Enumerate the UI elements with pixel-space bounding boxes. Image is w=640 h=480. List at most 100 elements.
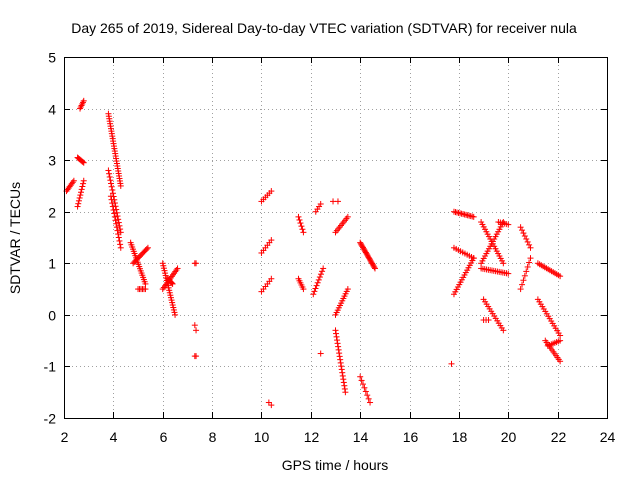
data-point [470, 255, 477, 262]
data-point [80, 177, 87, 184]
data-point [79, 158, 86, 165]
data-point [310, 291, 317, 298]
data-point [108, 180, 115, 187]
data-point [335, 343, 342, 350]
data-point [557, 358, 564, 365]
data-point [337, 356, 344, 363]
data-point [505, 221, 512, 228]
data-point [316, 274, 323, 281]
data-point [520, 230, 527, 237]
data-point [448, 360, 455, 367]
data-point [268, 402, 275, 409]
data-point [523, 235, 530, 242]
data-point [362, 388, 369, 395]
data-point [300, 286, 307, 293]
data-point [317, 271, 324, 278]
data-point [526, 241, 533, 248]
data-point [300, 229, 307, 236]
data-point [333, 333, 340, 340]
data-point [519, 281, 526, 288]
data-point [69, 179, 76, 186]
data-point [112, 217, 119, 224]
y-tick-label: 2 [48, 205, 56, 221]
data-point [109, 187, 116, 193]
data-point [268, 275, 275, 282]
data-point [110, 206, 117, 213]
data-point [191, 322, 198, 329]
y-tick-label: 0 [48, 308, 56, 324]
x-tick-label: 24 [600, 429, 616, 445]
data-point [295, 213, 302, 220]
data-point [557, 337, 564, 344]
data-point [114, 213, 121, 220]
data-point [113, 220, 120, 227]
data-point [520, 277, 527, 284]
data-point [144, 244, 151, 251]
data-point [116, 237, 123, 244]
data-point [337, 359, 344, 366]
data-point [78, 189, 85, 196]
x-tick-label: 12 [304, 429, 320, 445]
data-point [523, 268, 530, 275]
y-tick-label: 5 [48, 50, 56, 66]
data-point [341, 385, 348, 392]
data-point [360, 381, 367, 388]
data-point [105, 167, 112, 174]
y-tick-label: 4 [48, 102, 56, 118]
data-point [340, 376, 347, 383]
x-axis-label: GPS time / hours [282, 457, 389, 473]
data-point [333, 330, 340, 337]
data-point [168, 280, 175, 287]
data-point [111, 210, 118, 217]
data-point [371, 265, 378, 272]
x-axis-ticks: 2 4 6 8 10 12 14 16 18 20 22 24 [61, 57, 616, 445]
data-point [527, 244, 534, 251]
data-point [169, 280, 176, 287]
data-point [76, 194, 83, 201]
data-point [357, 373, 364, 380]
data-point [113, 209, 120, 216]
data-points [63, 97, 564, 409]
data-point [517, 224, 524, 231]
data-point [296, 216, 303, 223]
data-point [319, 268, 326, 275]
y-tick-label: 3 [48, 153, 56, 169]
data-point [115, 216, 122, 223]
data-point [338, 366, 345, 373]
data-point [312, 285, 319, 292]
x-tick-label: 18 [452, 429, 468, 445]
data-point [109, 200, 116, 207]
plot-frame [64, 57, 608, 419]
data-point [117, 182, 124, 189]
data-point [168, 279, 175, 286]
data-point [338, 363, 345, 370]
data-point [80, 159, 87, 166]
data-point [361, 384, 368, 391]
data-point [334, 337, 341, 344]
data-point [485, 317, 492, 324]
data-point [521, 272, 528, 279]
data-point [358, 377, 365, 384]
data-point [339, 369, 346, 376]
data-point [298, 223, 305, 230]
data-point [332, 327, 339, 334]
chart-title: Day 265 of 2019, Sidereal Day-to-day VTE… [71, 20, 577, 36]
data-point [116, 222, 123, 229]
x-tick-label: 10 [254, 429, 270, 445]
data-point [341, 382, 348, 389]
data-point [519, 227, 526, 234]
data-point [79, 183, 86, 190]
y-axis-label: SDTVAR / TECUs [7, 182, 23, 294]
data-point [342, 389, 349, 396]
data-point [297, 220, 304, 227]
data-point [75, 197, 82, 204]
data-point [106, 170, 113, 177]
data-point [108, 183, 115, 190]
data-point [115, 231, 122, 238]
data-point [193, 260, 200, 267]
data-point [115, 234, 122, 241]
data-point [115, 219, 122, 226]
data-point [78, 186, 85, 193]
data-point [344, 286, 351, 293]
data-point [521, 233, 528, 240]
